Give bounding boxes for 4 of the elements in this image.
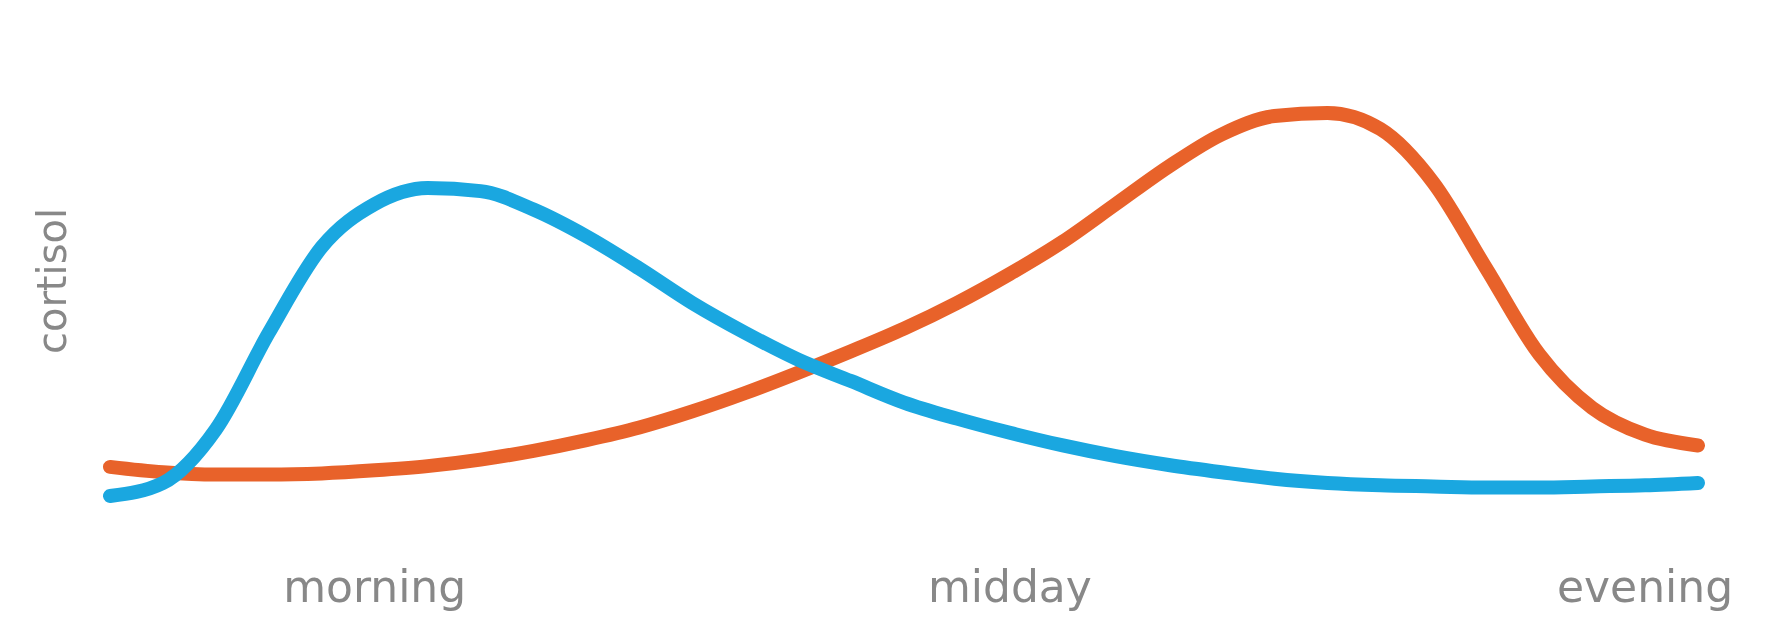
y-axis-title: cortisol bbox=[29, 207, 75, 355]
x-tick-label: evening bbox=[1557, 561, 1734, 612]
x-tick-label: morning bbox=[283, 561, 467, 612]
x-tick-label: midday bbox=[927, 561, 1092, 612]
